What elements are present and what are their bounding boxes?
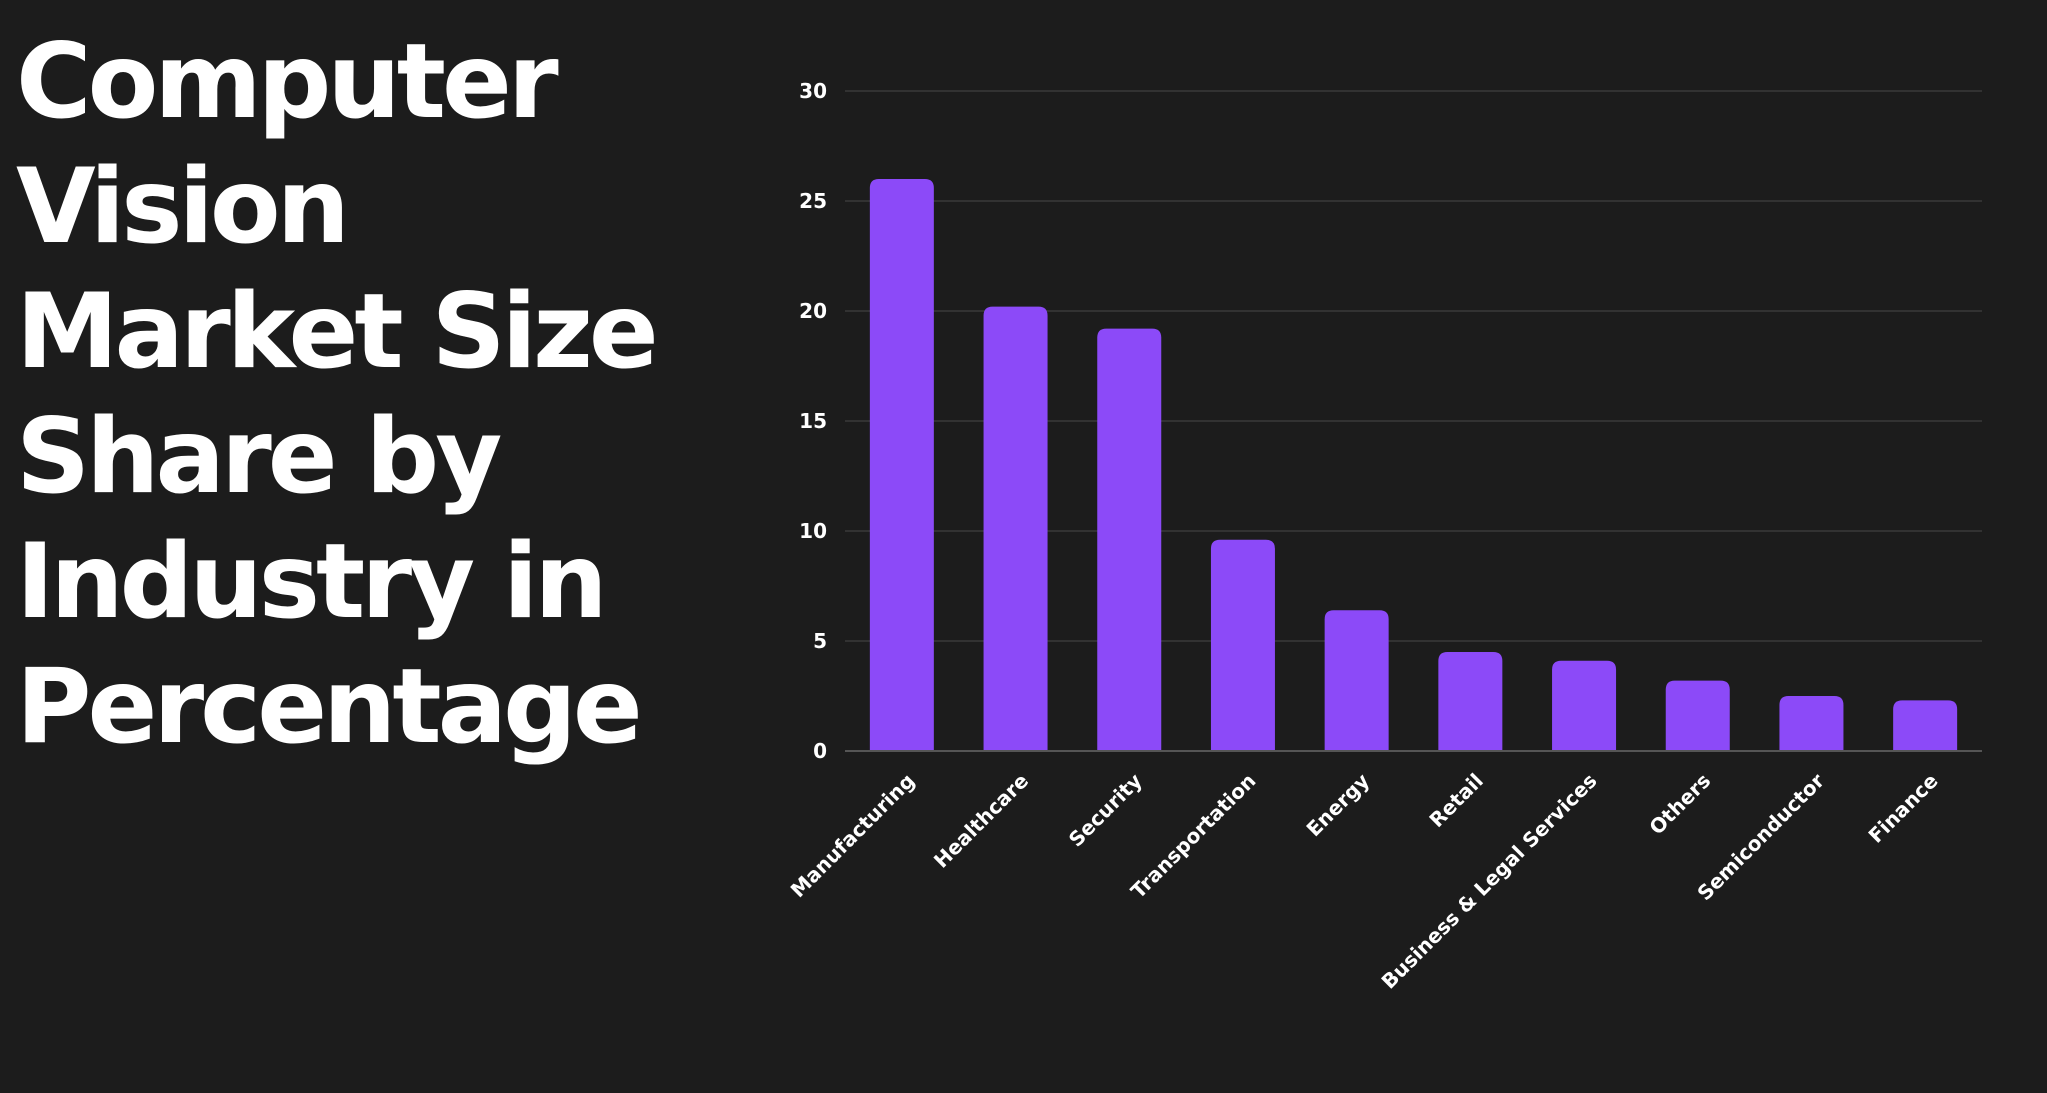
bar — [1438, 652, 1503, 751]
x-tick-label: Transportation — [1126, 769, 1261, 904]
bar — [1893, 700, 1958, 751]
bar — [1324, 610, 1389, 751]
bar — [1097, 328, 1162, 751]
bar — [1779, 696, 1844, 751]
y-tick-label: 5 — [813, 629, 827, 653]
y-tick-label: 0 — [813, 739, 827, 763]
title-line: Share by — [16, 397, 502, 517]
y-tick-label: 20 — [799, 299, 827, 323]
x-tick-label: Energy — [1302, 769, 1375, 842]
x-tick-label: Semiconductor — [1692, 768, 1829, 905]
x-tick-label: Others — [1644, 769, 1715, 840]
y-tick-label: 15 — [799, 409, 827, 433]
chart-title: Computer Vision Market Size Share by Ind… — [16, 20, 736, 770]
title-line: Market Size — [16, 272, 659, 392]
y-tick-label: 25 — [799, 189, 827, 213]
title-line: Vision — [16, 147, 350, 267]
x-tick-label: Retail — [1424, 769, 1487, 832]
x-tick-label: Business & Legal Services — [1377, 769, 1602, 994]
y-tick-label: 10 — [799, 519, 827, 543]
x-tick-label: Manufacturing — [786, 769, 920, 903]
title-line: Computer — [16, 22, 559, 142]
bar — [1552, 660, 1617, 751]
x-tick-label: Finance — [1864, 769, 1943, 848]
bar — [983, 306, 1048, 751]
y-tick-label: 30 — [799, 79, 827, 103]
title-line: Percentage — [16, 647, 643, 767]
bar — [1665, 680, 1730, 751]
x-tick-label: Security — [1064, 769, 1147, 852]
title-line: Industry in — [16, 522, 608, 642]
x-tick-label: Healthcare — [929, 769, 1033, 873]
bar — [869, 179, 934, 751]
bar — [1210, 539, 1275, 751]
